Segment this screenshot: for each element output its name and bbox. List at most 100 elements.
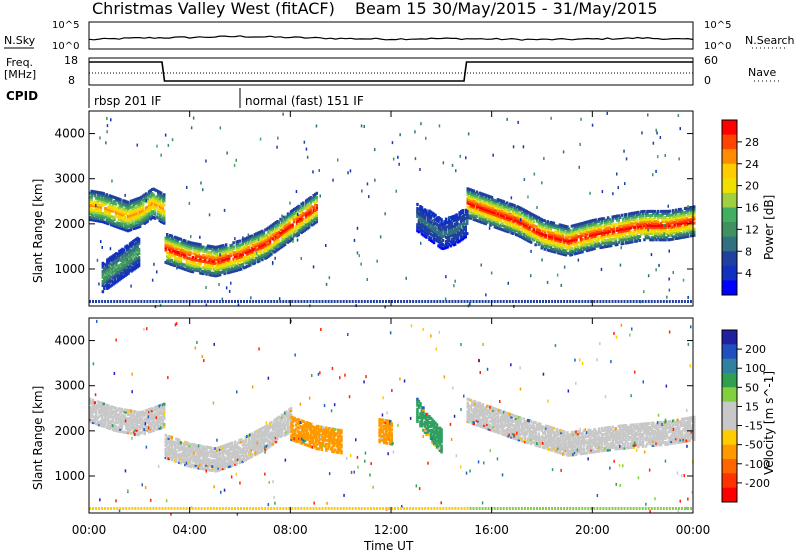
noise-cell bbox=[234, 237, 236, 240]
ground-cell bbox=[530, 300, 532, 303]
noise-cell bbox=[419, 168, 421, 171]
scatter-cell bbox=[421, 206, 424, 209]
ground-cell bbox=[451, 300, 453, 303]
ground-cell bbox=[615, 300, 617, 303]
ground-cell bbox=[110, 300, 112, 303]
ground-cell bbox=[243, 300, 245, 303]
ground-cell bbox=[294, 300, 296, 303]
noise-cell bbox=[541, 258, 543, 261]
scatter-cell bbox=[615, 223, 618, 226]
scatter-cell bbox=[316, 212, 319, 215]
noise-cell bbox=[660, 136, 662, 139]
noise-cell bbox=[297, 239, 299, 242]
noise-cell bbox=[641, 131, 643, 134]
noise-cell bbox=[618, 186, 620, 189]
ground-cell bbox=[690, 300, 692, 303]
scatter-cell bbox=[130, 257, 133, 260]
ground-cell bbox=[666, 300, 668, 303]
noise-cell bbox=[513, 145, 515, 148]
ground-cell bbox=[627, 300, 629, 303]
noise-cell bbox=[664, 224, 666, 227]
cpid-label: CPID bbox=[6, 89, 38, 103]
ground-cell bbox=[657, 300, 659, 303]
ground-cell bbox=[355, 300, 357, 303]
scatter-cell bbox=[313, 206, 316, 209]
ground-cell bbox=[325, 300, 327, 303]
noise-cell bbox=[191, 126, 193, 129]
ground-cell bbox=[300, 300, 302, 303]
ground-cell bbox=[155, 300, 157, 303]
ground-cell bbox=[382, 300, 384, 303]
ground-cell bbox=[252, 300, 254, 303]
ground-cell bbox=[261, 300, 263, 303]
scatter-cell bbox=[163, 423, 166, 426]
ground-cell bbox=[240, 300, 242, 303]
ground-cell bbox=[421, 300, 423, 303]
ground-cell bbox=[316, 300, 318, 303]
noise-cell bbox=[607, 112, 609, 115]
noise-cell bbox=[653, 142, 655, 145]
noise-cell bbox=[168, 144, 170, 147]
noise-cell bbox=[393, 158, 395, 161]
noise-cell bbox=[592, 124, 594, 127]
ground-cell bbox=[177, 300, 179, 303]
noise-cell bbox=[616, 173, 618, 176]
noise-cell bbox=[520, 218, 522, 221]
noise-cell bbox=[111, 180, 113, 183]
noise-cell bbox=[668, 205, 670, 208]
ground-cell bbox=[128, 300, 130, 303]
noise-cell bbox=[281, 214, 283, 217]
noise-cell bbox=[517, 121, 519, 124]
ground-cell bbox=[373, 300, 375, 303]
noise-cell bbox=[153, 263, 155, 266]
ground-cell bbox=[660, 300, 662, 303]
scatter-cell bbox=[225, 243, 228, 246]
ground-cell bbox=[319, 300, 321, 303]
ground-cell bbox=[639, 300, 641, 303]
scatter-cell bbox=[94, 401, 97, 404]
noise-cell bbox=[98, 283, 100, 286]
noise-cell bbox=[563, 150, 565, 153]
ground-cell bbox=[183, 300, 185, 303]
noise-cell bbox=[316, 125, 318, 128]
ground-cell bbox=[216, 300, 218, 303]
beam-info: Beam 15 30/May/2015 - 31/May/2015 bbox=[355, 0, 658, 18]
ground-cell bbox=[554, 300, 556, 303]
noise-cell bbox=[657, 155, 659, 158]
noise-cell bbox=[100, 240, 102, 243]
ground-cell bbox=[654, 300, 656, 303]
scatter-cell bbox=[288, 219, 291, 222]
ground-cell bbox=[134, 300, 136, 303]
noise-cell bbox=[106, 130, 108, 133]
noise-cell bbox=[354, 239, 356, 242]
ground-cell bbox=[467, 300, 469, 303]
scatter-cell bbox=[163, 403, 166, 406]
noise-cell bbox=[292, 240, 294, 243]
ground-cell bbox=[621, 300, 623, 303]
noise-cell bbox=[250, 296, 252, 299]
noise-cell bbox=[306, 148, 308, 151]
ground-cell bbox=[636, 300, 638, 303]
ground-cell bbox=[521, 300, 523, 303]
ground-cell bbox=[663, 300, 665, 303]
scatter-cell bbox=[240, 268, 243, 271]
ground-cell bbox=[436, 300, 438, 303]
noise-cell bbox=[536, 206, 538, 209]
ground-cell bbox=[506, 300, 508, 303]
noise-cell bbox=[176, 267, 178, 270]
scatter-cell bbox=[636, 219, 639, 222]
noise-cell bbox=[673, 271, 675, 274]
ground-cell bbox=[394, 300, 396, 303]
noise-cell bbox=[579, 166, 581, 169]
ground-cell bbox=[539, 300, 541, 303]
noise-cell bbox=[530, 274, 532, 277]
nsearch-top-tick: 10^5 bbox=[704, 20, 731, 31]
noise-cell bbox=[380, 235, 382, 238]
noise-cell bbox=[297, 213, 299, 216]
scatter-cell bbox=[434, 226, 437, 229]
ground-cell bbox=[370, 300, 372, 303]
noise-cell bbox=[374, 179, 376, 182]
ground-cell bbox=[210, 300, 212, 303]
